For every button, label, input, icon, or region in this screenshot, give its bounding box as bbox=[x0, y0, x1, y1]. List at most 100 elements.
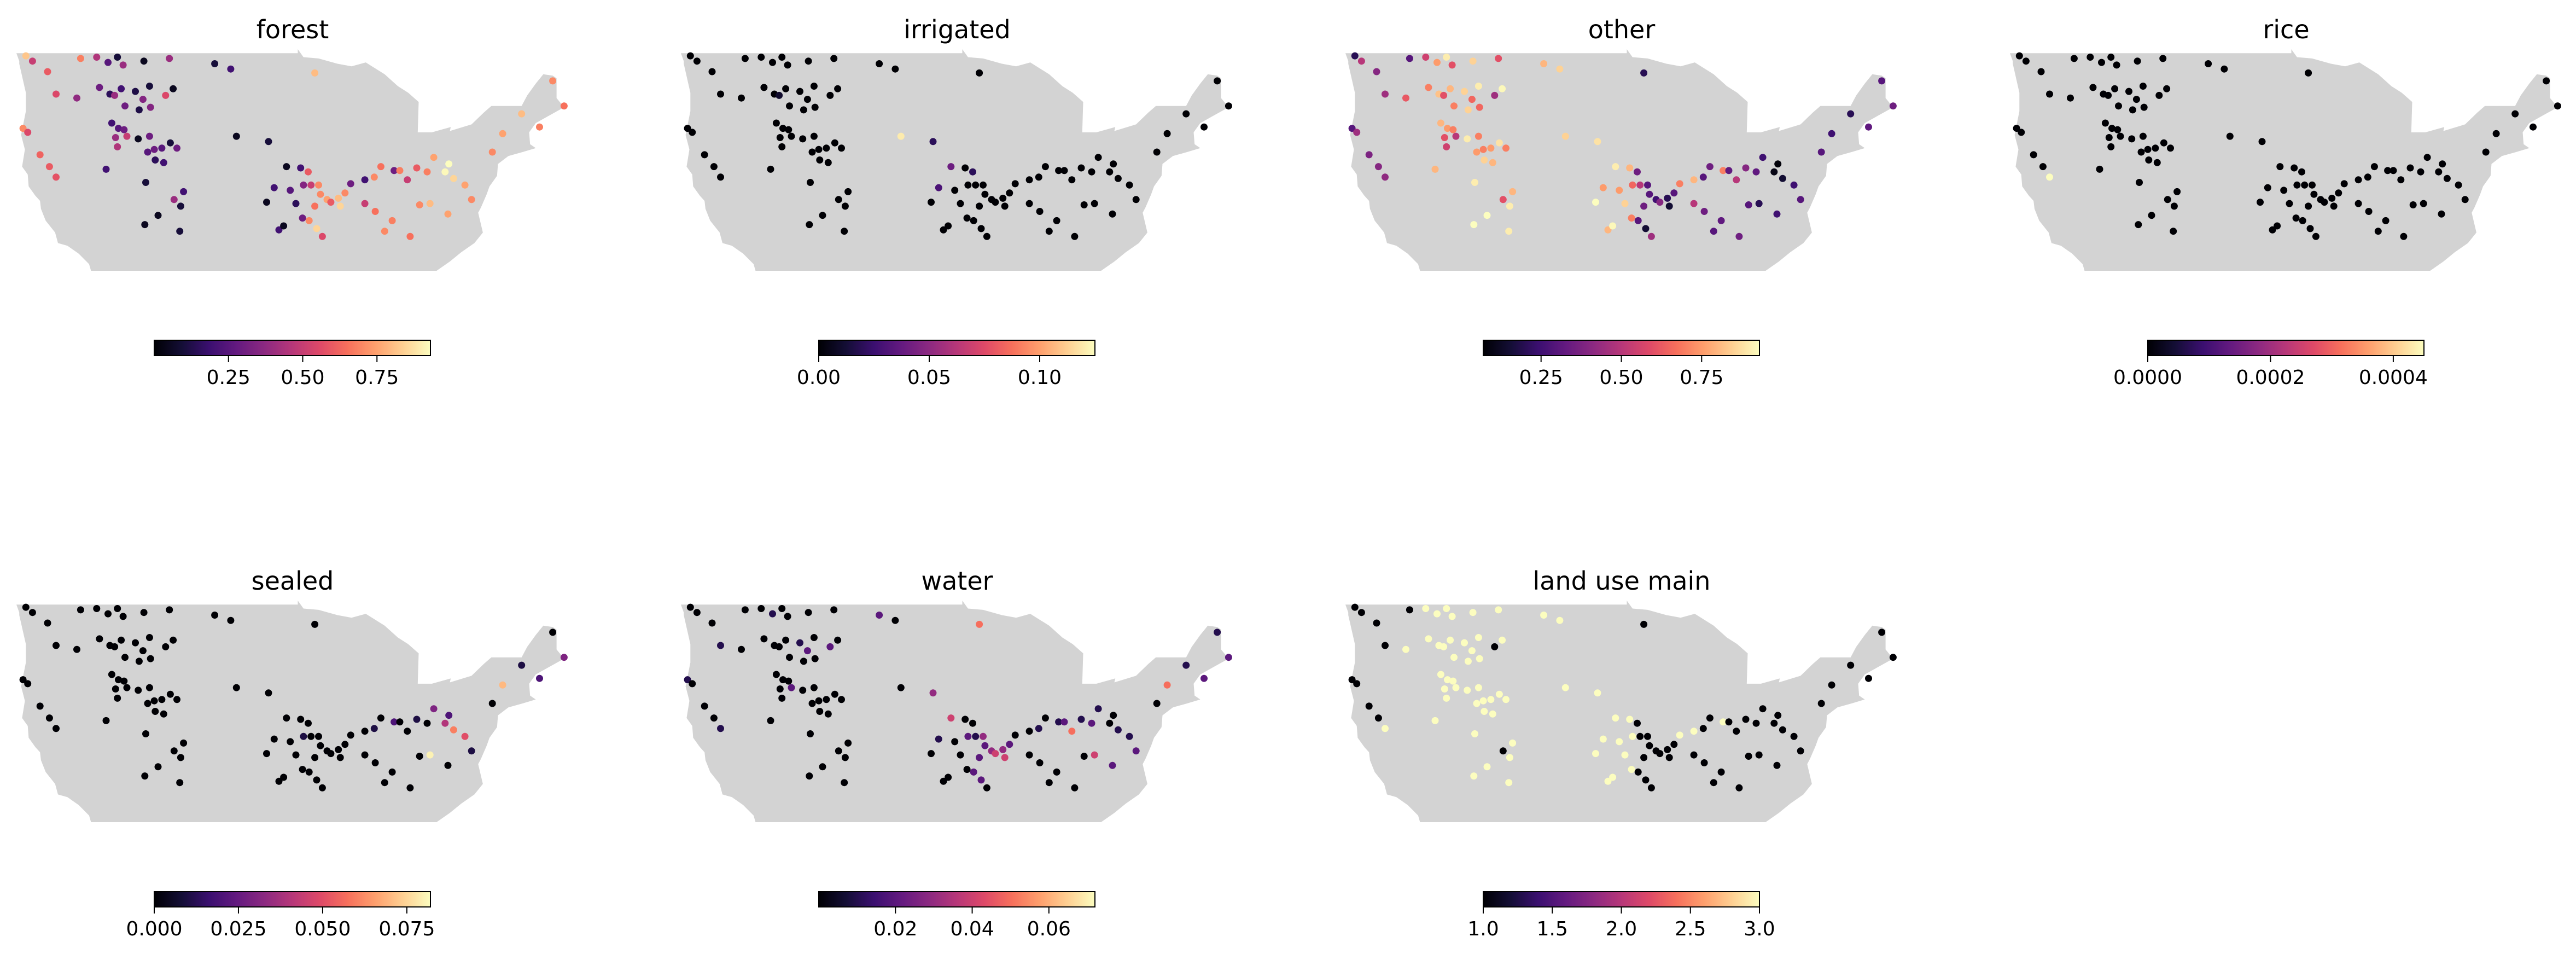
data-point bbox=[283, 714, 290, 722]
data-point bbox=[1495, 606, 1502, 614]
data-point bbox=[150, 697, 158, 705]
data-point bbox=[1499, 747, 1507, 755]
data-point bbox=[275, 226, 283, 234]
data-point bbox=[1433, 610, 1441, 618]
data-point bbox=[1487, 144, 1495, 152]
colorbar-tick-label: 2.5 bbox=[1675, 918, 1706, 940]
data-point bbox=[2455, 181, 2462, 189]
colorbar bbox=[2147, 340, 2425, 356]
data-point bbox=[139, 96, 147, 103]
data-point bbox=[1609, 773, 1617, 781]
data-point bbox=[1725, 167, 1733, 174]
data-point bbox=[1634, 768, 1642, 776]
data-point bbox=[1878, 629, 1886, 636]
data-point bbox=[120, 677, 128, 685]
data-point bbox=[891, 616, 899, 624]
data-point bbox=[1626, 164, 1634, 172]
colorbar-tick-label: 0.0000 bbox=[2113, 366, 2182, 389]
data-point bbox=[305, 768, 313, 776]
data-point bbox=[830, 606, 838, 614]
map-background-other bbox=[1345, 49, 1893, 271]
data-point bbox=[2406, 164, 2414, 172]
data-point bbox=[1700, 759, 1708, 766]
data-point bbox=[1634, 719, 1641, 727]
data-point bbox=[176, 779, 184, 787]
data-point bbox=[391, 718, 398, 726]
data-point bbox=[44, 619, 51, 627]
data-point bbox=[1200, 674, 1208, 682]
data-point bbox=[2070, 55, 2078, 62]
data-point bbox=[1656, 199, 1664, 206]
data-point bbox=[1847, 661, 1855, 669]
data-point bbox=[1353, 680, 1361, 688]
data-point bbox=[1443, 694, 1450, 702]
data-point bbox=[824, 710, 832, 718]
data-point bbox=[810, 83, 818, 90]
data-point bbox=[834, 85, 842, 92]
data-point bbox=[1348, 125, 1356, 132]
data-point bbox=[114, 694, 121, 702]
map-background-sealed bbox=[16, 601, 564, 822]
data-point bbox=[1225, 654, 1232, 661]
data-point bbox=[140, 57, 148, 65]
data-point bbox=[951, 187, 959, 194]
data-point bbox=[2291, 164, 2298, 172]
data-point bbox=[2037, 68, 2045, 75]
data-point bbox=[140, 609, 148, 616]
data-point bbox=[1001, 202, 1009, 210]
data-point bbox=[1878, 77, 1886, 85]
data-point bbox=[1599, 184, 1607, 191]
data-point bbox=[717, 725, 724, 732]
data-point bbox=[1431, 165, 1439, 173]
colorbar-tick-label: 1.0 bbox=[1467, 918, 1499, 940]
data-point bbox=[772, 671, 780, 678]
data-point bbox=[963, 214, 971, 222]
data-point bbox=[1382, 173, 1389, 181]
data-point bbox=[166, 690, 174, 698]
data-point bbox=[1676, 180, 1683, 188]
data-point bbox=[1700, 208, 1708, 215]
data-point bbox=[142, 730, 149, 737]
data-point bbox=[2139, 132, 2147, 140]
data-point bbox=[784, 613, 791, 620]
data-point bbox=[1599, 735, 1607, 743]
data-point bbox=[1745, 201, 1752, 208]
data-point bbox=[980, 181, 987, 189]
data-point bbox=[1499, 636, 1506, 644]
data-point bbox=[2364, 173, 2371, 181]
data-point bbox=[940, 777, 947, 785]
data-point bbox=[778, 605, 786, 612]
data-point bbox=[2258, 138, 2266, 146]
data-point bbox=[2018, 129, 2025, 136]
data-point bbox=[738, 645, 745, 653]
data-point bbox=[819, 763, 826, 771]
data-point bbox=[1373, 619, 1380, 627]
data-point bbox=[2293, 181, 2301, 189]
data-point bbox=[1214, 629, 1221, 636]
data-point bbox=[2136, 179, 2143, 186]
data-point bbox=[22, 52, 30, 60]
data-point bbox=[2554, 102, 2561, 110]
data-point bbox=[145, 634, 153, 641]
panel-title: rice bbox=[2263, 15, 2309, 44]
data-point bbox=[1828, 681, 1835, 689]
data-point bbox=[160, 159, 167, 166]
data-point bbox=[1642, 776, 1650, 784]
data-point bbox=[1464, 686, 1471, 694]
data-point bbox=[114, 54, 121, 61]
panel-title: sealed bbox=[252, 566, 334, 596]
data-point bbox=[1402, 645, 1409, 653]
data-point bbox=[2087, 54, 2094, 61]
data-point bbox=[1481, 156, 1488, 164]
data-point bbox=[1153, 148, 1161, 156]
data-point bbox=[2330, 202, 2338, 210]
data-point bbox=[826, 91, 834, 99]
data-point bbox=[1126, 181, 1133, 189]
data-point bbox=[1433, 59, 1441, 66]
data-point bbox=[307, 181, 315, 189]
data-point bbox=[1556, 616, 1564, 624]
data-point bbox=[445, 712, 453, 719]
data-point bbox=[1225, 102, 1232, 110]
data-point bbox=[2170, 228, 2177, 235]
